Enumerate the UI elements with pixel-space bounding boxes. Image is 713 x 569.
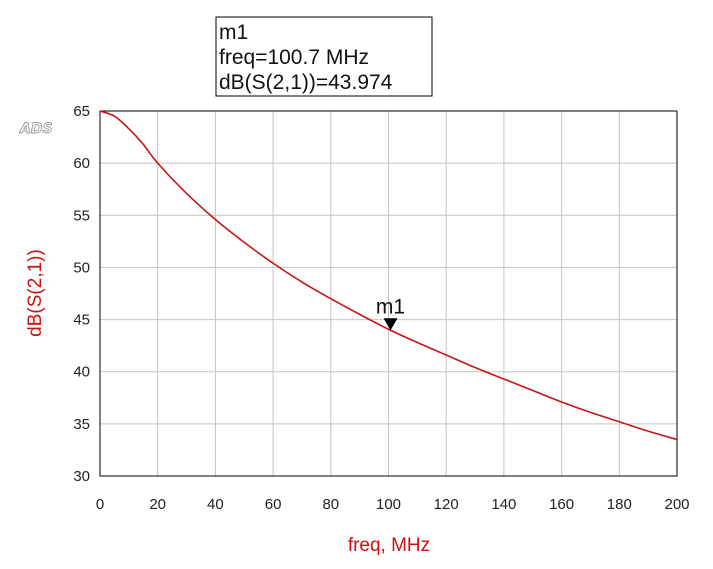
- x-tick-label: 0: [96, 496, 104, 513]
- marker-info-box: m1 freq=100.7 MHz dB(S(2,1))=43.974: [215, 16, 433, 97]
- ads-logo: ADS: [19, 121, 53, 137]
- x-tick-label: 40: [207, 496, 224, 513]
- y-tick-label: 30: [73, 468, 90, 485]
- x-axis-label: freq, MHz: [348, 535, 430, 556]
- x-tick-label: 180: [607, 496, 632, 513]
- marker-m1: m1: [376, 295, 405, 331]
- plot-frame: [99, 110, 678, 477]
- x-tick-label: 120: [434, 496, 459, 513]
- y-tick-label: 35: [73, 416, 90, 433]
- marker-info-name: m1: [219, 21, 248, 44]
- x-tick-label: 160: [549, 496, 574, 513]
- grid: [100, 111, 677, 476]
- tick-labels: 0 20 40 60 80 100 120 140 160 180 200 30 35 40 45 50 55 6…: [73, 103, 689, 513]
- series-line-s21: [99, 110, 678, 441]
- marker-info-value: dB(S(2,1))=43.974: [219, 71, 393, 94]
- y-tick-label: 65: [73, 103, 90, 120]
- x-tick-label: 20: [149, 496, 166, 513]
- marker-triangle: [383, 318, 398, 331]
- y-tick-label: 50: [73, 259, 90, 276]
- marker-info-box-frame: [215, 16, 433, 97]
- y-tick-label: 40: [73, 364, 90, 381]
- y-tick-label: 55: [73, 207, 90, 224]
- x-tick-label: 80: [322, 496, 339, 513]
- y-tick-label: 45: [73, 312, 90, 329]
- marker-label: m1: [376, 295, 405, 318]
- marker-info-freq: freq=100.7 MHz: [219, 46, 369, 69]
- y-axis-label: dB(S(2,1)): [25, 249, 46, 337]
- x-tick-label: 140: [491, 496, 516, 513]
- y-tick-label: 60: [73, 155, 90, 172]
- x-tick-label: 100: [376, 496, 401, 513]
- x-tick-label: 60: [265, 496, 282, 513]
- x-tick-label: 200: [664, 496, 689, 513]
